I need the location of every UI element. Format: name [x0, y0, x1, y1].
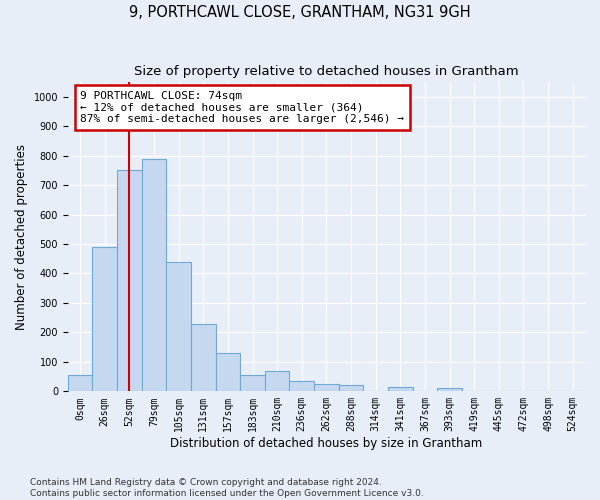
Title: Size of property relative to detached houses in Grantham: Size of property relative to detached ho… — [134, 65, 519, 78]
Bar — [166, 262, 191, 392]
Bar — [191, 324, 215, 392]
Text: 9, PORTHCAWL CLOSE, GRANTHAM, NG31 9GH: 9, PORTHCAWL CLOSE, GRANTHAM, NG31 9GH — [129, 5, 471, 20]
Text: Contains HM Land Registry data © Crown copyright and database right 2024.
Contai: Contains HM Land Registry data © Crown c… — [30, 478, 424, 498]
Bar — [215, 353, 240, 392]
Bar — [68, 375, 92, 392]
Bar — [289, 381, 314, 392]
Bar — [437, 388, 462, 392]
Text: 9 PORTHCAWL CLOSE: 74sqm
← 12% of detached houses are smaller (364)
87% of semi-: 9 PORTHCAWL CLOSE: 74sqm ← 12% of detach… — [80, 91, 404, 124]
Bar — [117, 170, 142, 392]
Y-axis label: Number of detached properties: Number of detached properties — [15, 144, 28, 330]
Bar — [388, 387, 413, 392]
Bar — [314, 384, 339, 392]
Bar — [92, 247, 117, 392]
Bar — [240, 375, 265, 392]
Bar — [142, 158, 166, 392]
Bar — [339, 386, 364, 392]
Bar — [265, 370, 289, 392]
X-axis label: Distribution of detached houses by size in Grantham: Distribution of detached houses by size … — [170, 437, 482, 450]
